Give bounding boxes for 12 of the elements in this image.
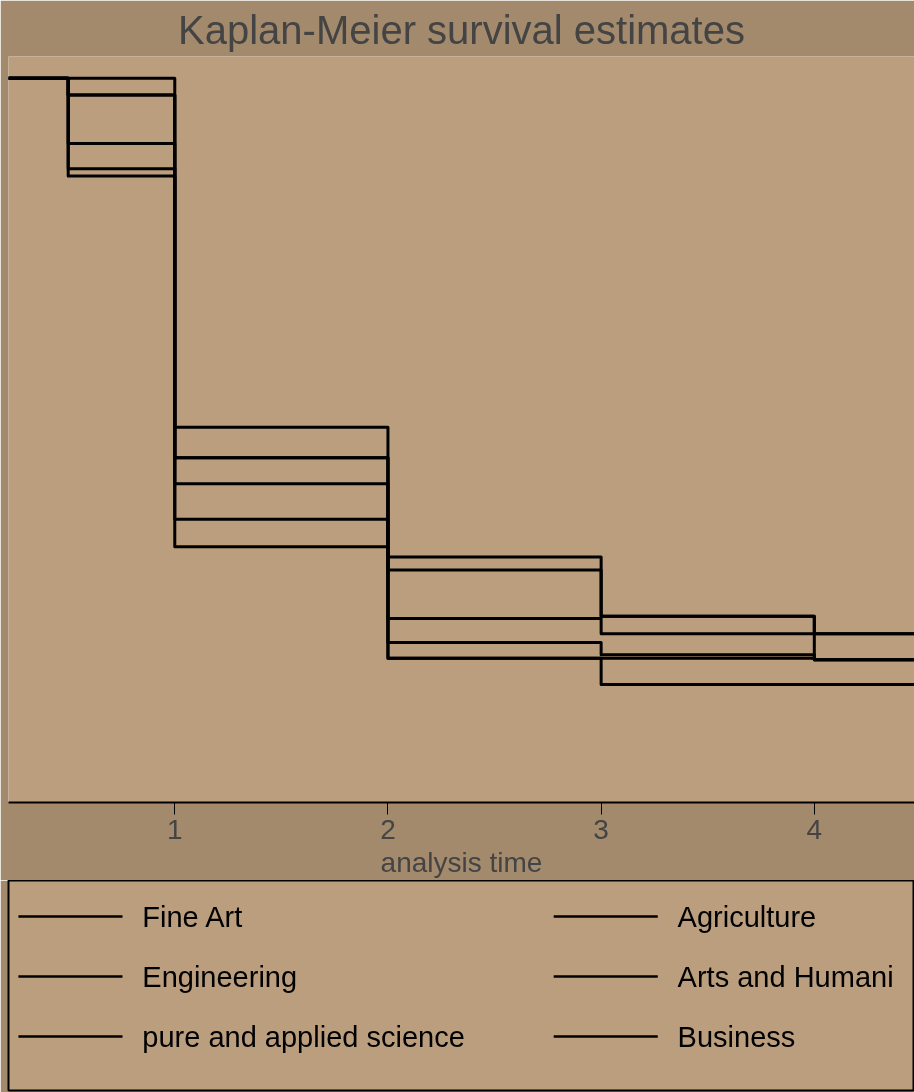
legend-label: Business — [677, 1020, 796, 1053]
x-tick-label: 2 — [380, 813, 396, 845]
legend-label: Agriculture — [677, 900, 817, 933]
legend-label: Fine Art — [142, 900, 243, 933]
x-tick-label: 1 — [166, 813, 183, 845]
legend-label: Engineering — [142, 960, 298, 993]
x-tick-label: 4 — [806, 813, 823, 845]
x-axis-title: analysis time — [380, 846, 543, 878]
legend-label: Arts and Humani — [677, 960, 894, 993]
legend-label: pure and applied science — [142, 1020, 465, 1053]
x-tick-label: 3 — [593, 813, 609, 845]
chart-title: Kaplan-Meier survival estimates — [178, 7, 745, 52]
